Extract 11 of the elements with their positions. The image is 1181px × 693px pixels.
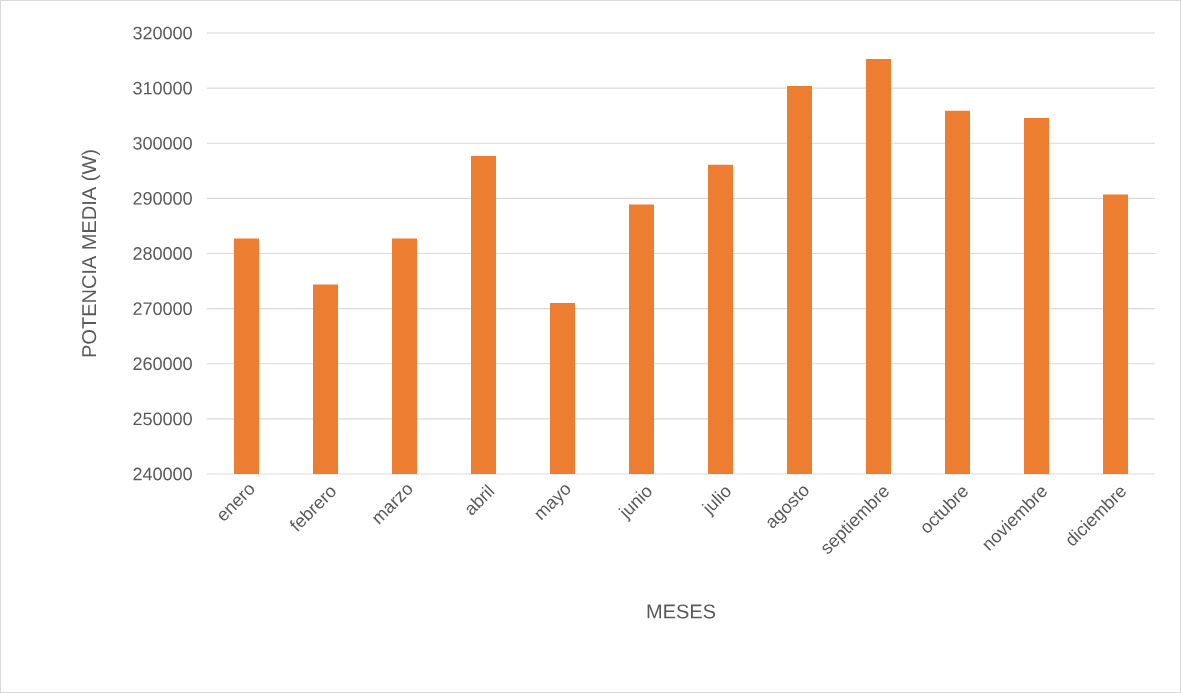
- y-tick-label: 240000: [133, 467, 192, 481]
- y-tick-label: 260000: [133, 357, 192, 371]
- y-tick-label: 280000: [133, 247, 192, 260]
- y-tick-label: 300000: [133, 136, 192, 150]
- y-tick-label: 290000: [133, 192, 192, 205]
- y-tick-label: 250000: [133, 412, 192, 426]
- y-tick-label: 310000: [133, 81, 192, 95]
- y-axis-title: POTENCIA MEDIA (W): [81, 150, 101, 357]
- x-axis-title: MESES: [647, 604, 716, 619]
- y-tick-label: 270000: [133, 302, 192, 316]
- y-tick-label: 320000: [133, 26, 192, 40]
